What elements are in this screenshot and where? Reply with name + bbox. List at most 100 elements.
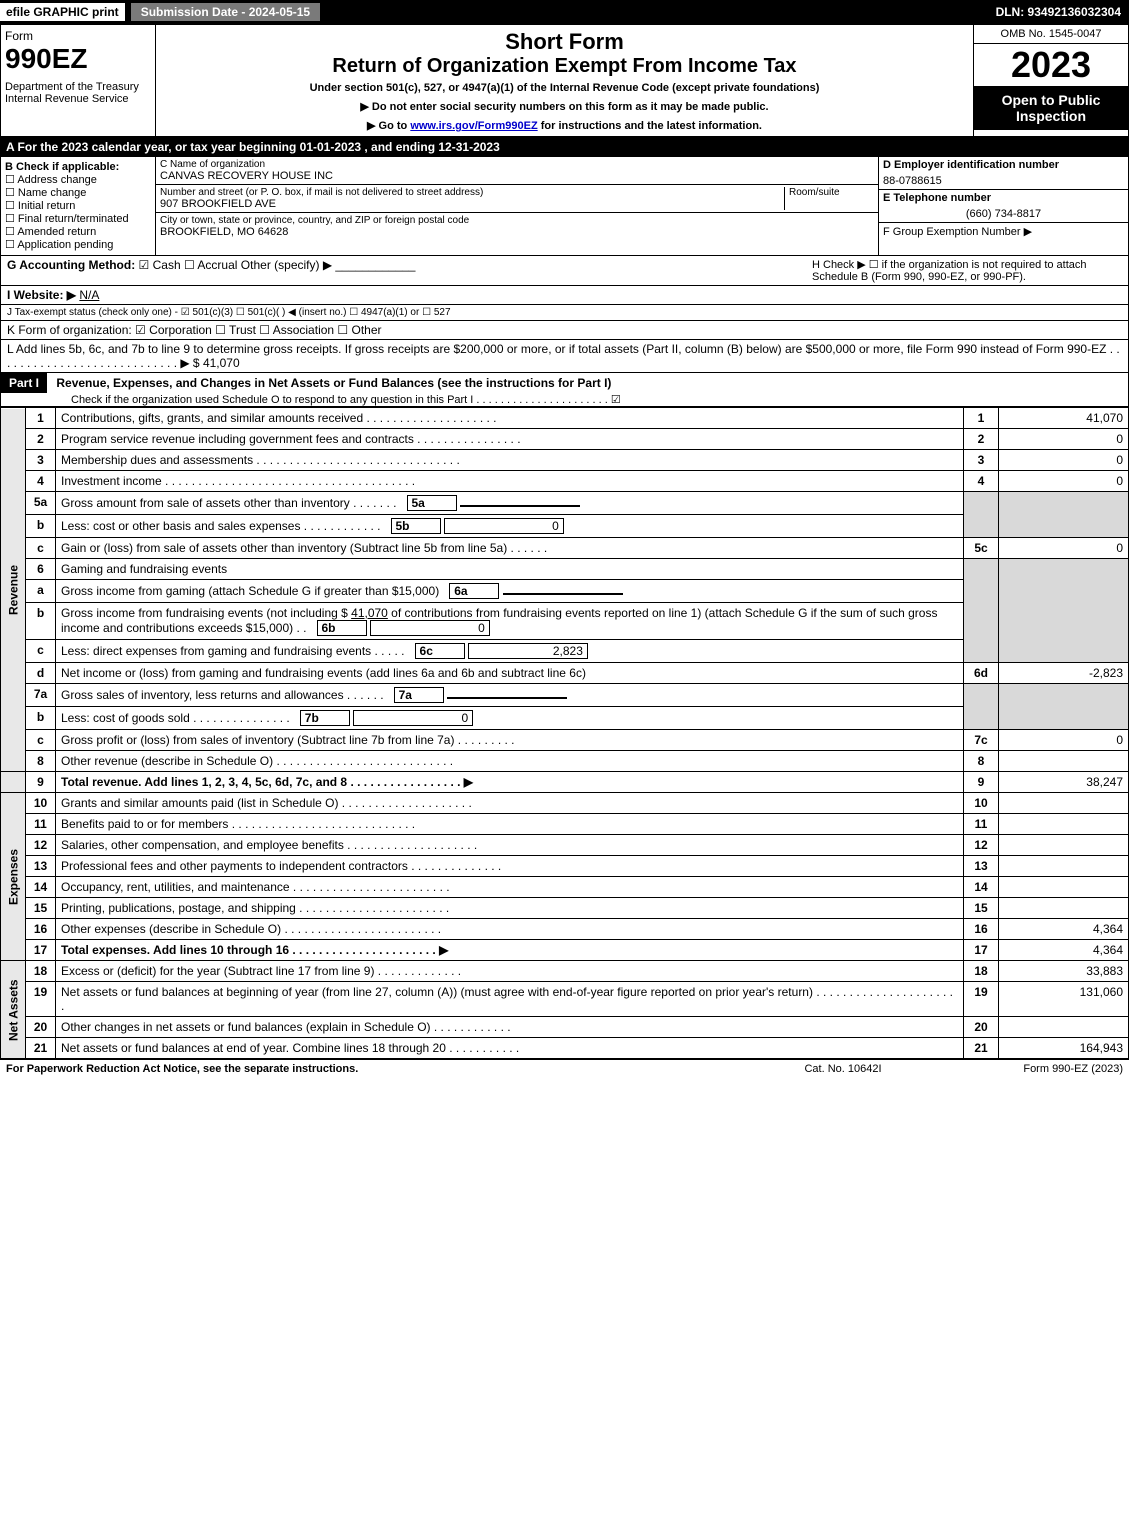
header-right: OMB No. 1545-0047 2023 Open to Public In… — [973, 25, 1128, 136]
label-org-name: C Name of organization — [160, 159, 874, 170]
expenses-sidelabel: Expenses — [1, 793, 26, 961]
row-12: 12Salaries, other compensation, and empl… — [1, 835, 1129, 856]
row-21: 21Net assets or fund balances at end of … — [1, 1038, 1129, 1059]
chk-initial-return[interactable]: ☐ Initial return — [5, 199, 151, 212]
ein-value: 88-0788615 — [879, 173, 1128, 189]
line-g-label: G Accounting Method: — [7, 258, 135, 272]
irs-link[interactable]: www.irs.gov/Form990EZ — [410, 120, 537, 132]
efile-label[interactable]: efile GRAPHIC print — [0, 3, 125, 21]
street-address: 907 BROOKFIELD AVE — [160, 198, 784, 210]
department-label: Department of the Treasury Internal Reve… — [5, 81, 151, 105]
form-header: Form 990EZ Department of the Treasury In… — [0, 24, 1129, 137]
row-i: I Website: ▶ N/A — [0, 286, 1129, 305]
entity-info-row: B Check if applicable: ☐ Address change … — [0, 157, 1129, 256]
row-14: 14Occupancy, rent, utilities, and mainte… — [1, 877, 1129, 898]
line-l-amount: 41,070 — [203, 356, 240, 370]
website-value: N/A — [79, 288, 99, 302]
room-suite-label: Room/suite — [784, 187, 874, 210]
row-k: K Form of organization: ☑ Corporation ☐ … — [0, 321, 1129, 340]
row-6: 6Gaming and fundraising events — [1, 559, 1129, 580]
line-h: H Check ▶ ☐ if the organization is not r… — [812, 258, 1122, 283]
row-20: 20Other changes in net assets or fund ba… — [1, 1017, 1129, 1038]
label-group-exemption: F Group Exemption Number ▶ — [879, 222, 1128, 240]
row-8: 8Other revenue (describe in Schedule O) … — [1, 751, 1129, 772]
l1-num: 1 — [26, 408, 56, 429]
label-city: City or town, state or province, country… — [160, 215, 874, 226]
chk-name-change[interactable]: ☐ Name change — [5, 186, 151, 199]
header-left: Form 990EZ Department of the Treasury In… — [1, 25, 156, 136]
row-10: Expenses 10Grants and similar amounts pa… — [1, 793, 1129, 814]
phone-value: (660) 734-8817 — [879, 206, 1128, 222]
label-street: Number and street (or P. O. box, if mail… — [160, 187, 784, 198]
box-de: D Employer identification number 88-0788… — [878, 157, 1128, 255]
row-15: 15Printing, publications, postage, and s… — [1, 898, 1129, 919]
row-16: 16Other expenses (describe in Schedule O… — [1, 919, 1129, 940]
top-bar: efile GRAPHIC print Submission Date - 20… — [0, 0, 1129, 24]
footer-mid: Cat. No. 10642I — [743, 1063, 943, 1075]
row-19: 19Net assets or fund balances at beginni… — [1, 982, 1129, 1017]
part-1-table: Revenue 1 Contributions, gifts, grants, … — [0, 407, 1129, 1059]
row-7a: 7aGross sales of inventory, less returns… — [1, 684, 1129, 707]
revenue-sidelabel: Revenue — [1, 408, 26, 772]
instr2-pre: ▶ Go to — [367, 120, 410, 132]
row-5b: bLess: cost or other basis and sales exp… — [1, 515, 1129, 538]
chk-accrual[interactable]: ☐ Accrual — [184, 258, 237, 272]
row-5a: 5aGross amount from sale of assets other… — [1, 492, 1129, 515]
line-i-label: I Website: ▶ — [7, 288, 76, 302]
instr2-post: for instructions and the latest informat… — [538, 120, 762, 132]
part-1-check: Check if the organization used Schedule … — [1, 393, 1128, 406]
instruction-2: ▶ Go to www.irs.gov/Form990EZ for instru… — [160, 119, 969, 132]
form-number: 990EZ — [5, 43, 151, 75]
page-footer: For Paperwork Reduction Act Notice, see … — [0, 1059, 1129, 1078]
box-b: B Check if applicable: ☐ Address change … — [1, 157, 156, 255]
chk-final-return[interactable]: ☐ Final return/terminated — [5, 212, 151, 225]
box-c: C Name of organization CANVAS RECOVERY H… — [156, 157, 878, 255]
row-2: 2Program service revenue including gover… — [1, 429, 1129, 450]
section-a: A For the 2023 calendar year, or tax yea… — [0, 137, 1129, 157]
chk-address-change[interactable]: ☐ Address change — [5, 173, 151, 186]
submission-date: Submission Date - 2024-05-15 — [129, 1, 322, 23]
instruction-1: ▶ Do not enter social security numbers o… — [160, 100, 969, 113]
row-7c: cGross profit or (loss) from sales of in… — [1, 730, 1129, 751]
row-11: 11Benefits paid to or for members . . . … — [1, 814, 1129, 835]
under-section: Under section 501(c), 527, or 4947(a)(1)… — [160, 82, 969, 94]
chk-application-pending[interactable]: ☐ Application pending — [5, 238, 151, 251]
row-1: Revenue 1 Contributions, gifts, grants, … — [1, 408, 1129, 429]
label-ein: D Employer identification number — [879, 157, 1128, 173]
l1-amt: 41,070 — [999, 408, 1129, 429]
form-word: Form — [5, 29, 151, 43]
footer-left: For Paperwork Reduction Act Notice, see … — [6, 1063, 743, 1075]
header-middle: Short Form Return of Organization Exempt… — [156, 25, 973, 136]
label-phone: E Telephone number — [879, 189, 1128, 206]
part-1-bar: Part I — [1, 373, 47, 393]
chk-amended-return[interactable]: ☐ Amended return — [5, 225, 151, 238]
part-1-header: Part I Revenue, Expenses, and Changes in… — [0, 373, 1129, 407]
org-name: CANVAS RECOVERY HOUSE INC — [160, 170, 874, 182]
row-3: 3Membership dues and assessments . . . .… — [1, 450, 1129, 471]
chk-cash[interactable]: ☑ Cash — [139, 258, 181, 272]
box-b-label: B Check if applicable: — [5, 161, 151, 173]
footer-right: Form 990-EZ (2023) — [943, 1063, 1123, 1075]
row-6a: aGross income from gaming (attach Schedu… — [1, 580, 1129, 603]
omb-number: OMB No. 1545-0047 — [974, 25, 1128, 44]
row-17: 17Total expenses. Add lines 10 through 1… — [1, 940, 1129, 961]
l1-lineno: 1 — [964, 408, 999, 429]
row-6b: bGross income from fundraising events (n… — [1, 603, 1129, 640]
row-6d: dNet income or (loss) from gaming and fu… — [1, 663, 1129, 684]
row-4: 4Investment income . . . . . . . . . . .… — [1, 471, 1129, 492]
row-l: L Add lines 5b, 6c, and 7b to line 9 to … — [0, 340, 1129, 373]
row-j: J Tax-exempt status (check only one) - ☑… — [0, 305, 1129, 321]
line-l-text: L Add lines 5b, 6c, and 7b to line 9 to … — [7, 342, 1120, 370]
line-g-other[interactable]: Other (specify) ▶ — [241, 258, 332, 272]
row-6c: cLess: direct expenses from gaming and f… — [1, 640, 1129, 663]
netassets-sidelabel: Net Assets — [1, 961, 26, 1059]
city-state-zip: BROOKFIELD, MO 64628 — [160, 226, 874, 238]
row-9: 9Total revenue. Add lines 1, 2, 3, 4, 5c… — [1, 772, 1129, 793]
row-g-h: G Accounting Method: ☑ Cash ☐ Accrual Ot… — [0, 256, 1129, 286]
dln-label: DLN: 93492136032304 — [988, 3, 1129, 21]
open-to-public: Open to Public Inspection — [974, 86, 1128, 130]
row-7b: bLess: cost of goods sold . . . . . . . … — [1, 707, 1129, 730]
row-13: 13Professional fees and other payments t… — [1, 856, 1129, 877]
return-title: Return of Organization Exempt From Incom… — [160, 55, 969, 78]
row-5c: cGain or (loss) from sale of assets othe… — [1, 538, 1129, 559]
